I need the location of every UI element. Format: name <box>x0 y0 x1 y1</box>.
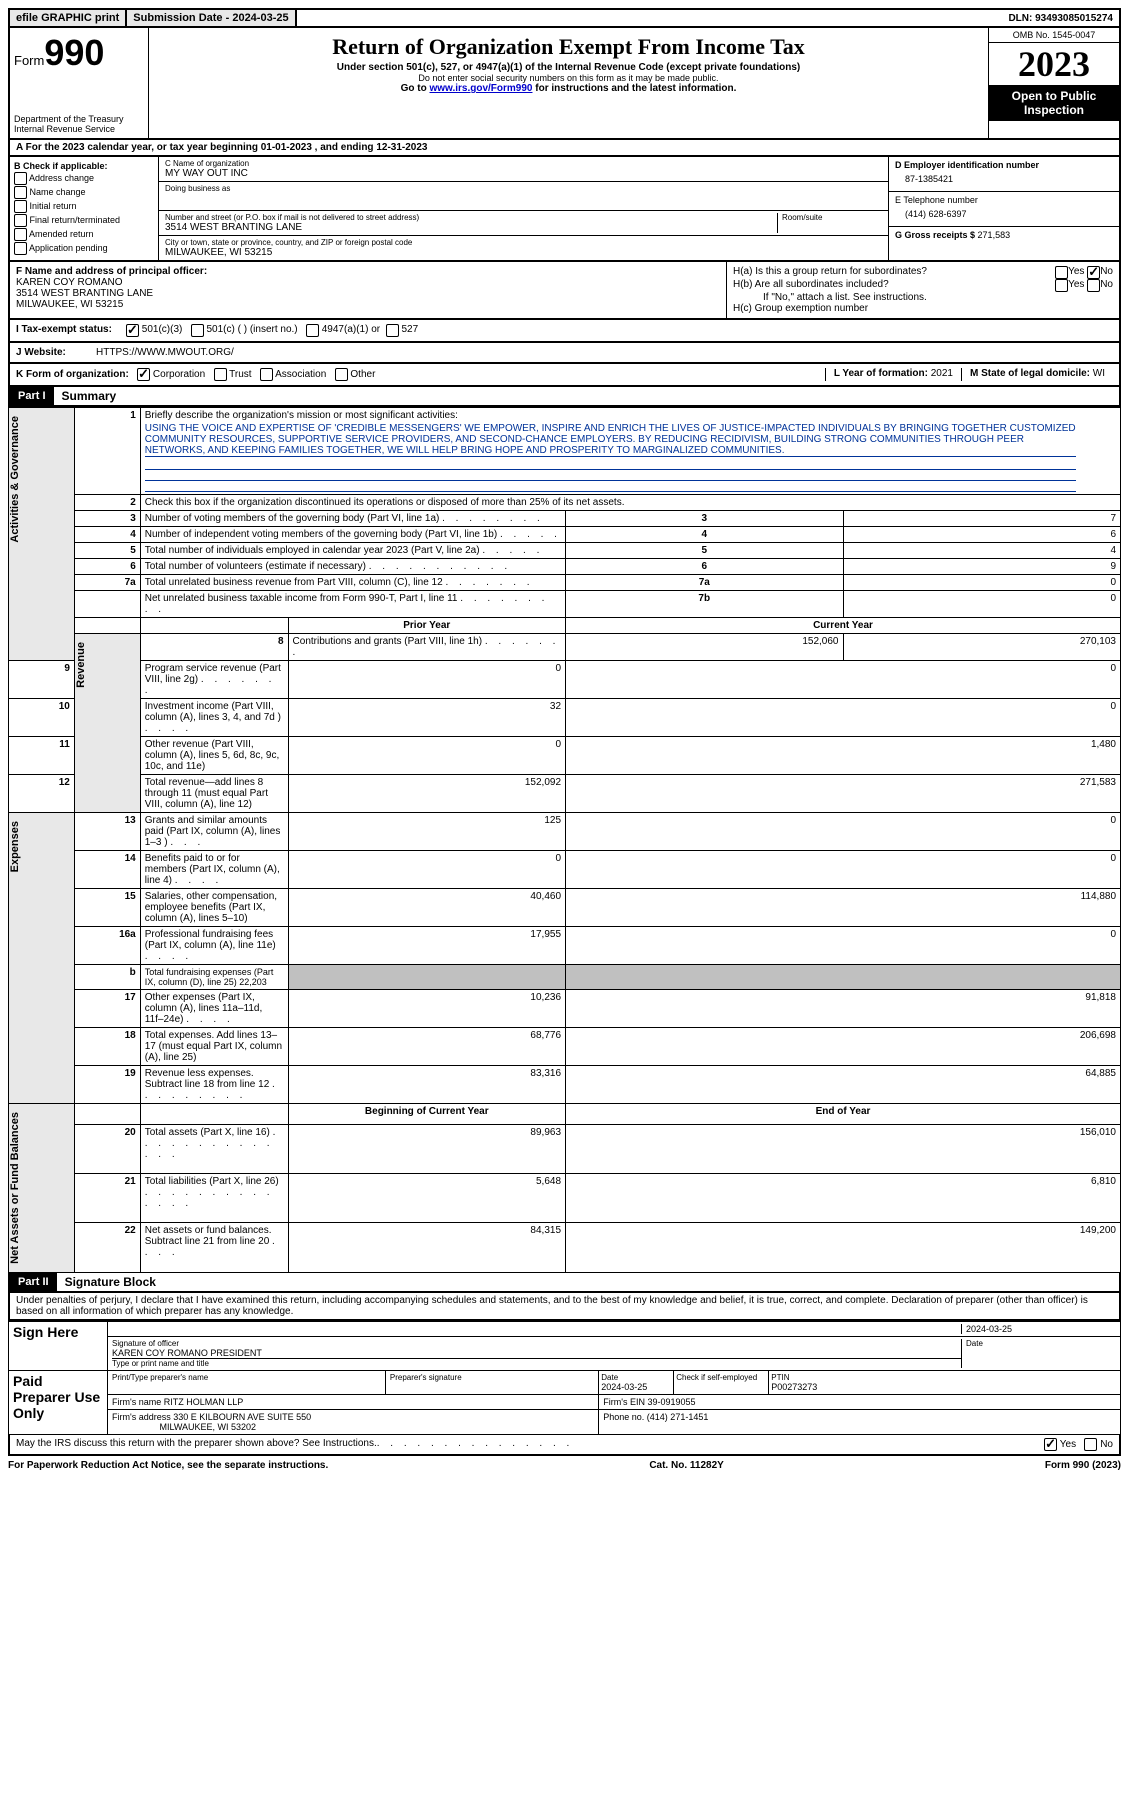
subtitle-2: Do not enter social security numbers on … <box>153 73 984 83</box>
line6-value: 9 <box>843 559 1121 575</box>
officer-signature: KAREN COY ROMANO PRESIDENT <box>112 1348 961 1358</box>
website-url: HTTPS://WWW.MWOUT.ORG/ <box>96 347 234 358</box>
check-527[interactable] <box>386 324 399 337</box>
firm-address: 330 E KILBOURN AVE SUITE 550 <box>173 1412 311 1422</box>
open-to-public: Open to Public Inspection <box>989 85 1119 121</box>
subtitle-1: Under section 501(c), 527, or 4947(a)(1)… <box>153 62 984 73</box>
discuss-yes[interactable] <box>1044 1438 1057 1451</box>
ptin-value: P00273273 <box>771 1382 1118 1392</box>
officer-city: MILWAUKEE, WI 53215 <box>16 299 720 310</box>
vtab-netassets: Net Assets or Fund Balances <box>9 1104 29 1272</box>
form-title: Return of Organization Exempt From Incom… <box>153 34 984 60</box>
org-street: 3514 WEST BRANTING LANE <box>165 222 777 233</box>
submission-date: Submission Date - 2024-03-25 <box>127 10 296 26</box>
row-f-h: F Name and address of principal officer:… <box>8 262 1121 320</box>
check-address-change[interactable] <box>14 172 27 185</box>
efile-button[interactable]: efile GRAPHIC print <box>10 10 127 26</box>
dln: DLN: 93493085015274 <box>1002 11 1119 26</box>
check-other[interactable] <box>335 368 348 381</box>
check-initial-return[interactable] <box>14 200 27 213</box>
irs-link[interactable]: www.irs.gov/Form990 <box>429 83 532 94</box>
vtab-activities: Activities & Governance <box>9 408 29 551</box>
sign-here-label: Sign Here <box>9 1321 108 1370</box>
line8-prior: 152,060 <box>566 634 843 661</box>
declaration: Under penalties of perjury, I declare th… <box>8 1293 1121 1321</box>
officer-street: 3514 WEST BRANTING LANE <box>16 288 720 299</box>
ha-no[interactable] <box>1087 266 1100 279</box>
col-c-org-info: C Name of organization MY WAY OUT INC Do… <box>159 157 889 260</box>
check-pending[interactable] <box>14 242 27 255</box>
part-1-header: Part I Summary <box>8 387 1121 407</box>
phone-value: (414) 628-6397 <box>895 205 1113 223</box>
firm-name: RITZ HOLMAN LLP <box>164 1397 244 1407</box>
form-number: Form990 <box>14 32 144 74</box>
omb-number: OMB No. 1545-0047 <box>989 28 1119 43</box>
col-d-ein: D Employer identification number 87-1385… <box>889 157 1119 260</box>
col-b-checkboxes: B Check if applicable: Address change Na… <box>10 157 159 260</box>
line4-value: 6 <box>843 527 1121 543</box>
website-row: J Website: HTTPS://WWW.MWOUT.ORG/ <box>8 343 1121 364</box>
ha-yes[interactable] <box>1055 266 1068 279</box>
check-trust[interactable] <box>214 368 227 381</box>
discuss-no[interactable] <box>1084 1438 1097 1451</box>
calendar-year-row: A For the 2023 calendar year, or tax yea… <box>8 140 1121 157</box>
org-name: MY WAY OUT INC <box>165 168 882 179</box>
gross-receipts: 271,583 <box>978 230 1011 240</box>
form-of-org-row: K Form of organization: Corporation Trus… <box>8 364 1121 387</box>
tax-exempt-row: I Tax-exempt status: 501(c)(3) 501(c) ( … <box>8 320 1121 343</box>
hb-yes[interactable] <box>1055 279 1068 292</box>
check-501c[interactable] <box>191 324 204 337</box>
discuss-row: May the IRS discuss this return with the… <box>8 1435 1121 1456</box>
check-amended[interactable] <box>14 228 27 241</box>
check-name-change[interactable] <box>14 186 27 199</box>
line7a-value: 0 <box>843 575 1121 591</box>
check-4947[interactable] <box>306 324 319 337</box>
top-bar: efile GRAPHIC print Submission Date - 20… <box>8 8 1121 28</box>
vtab-expenses: Expenses <box>9 813 29 880</box>
firm-ein: 39-0919055 <box>647 1397 695 1407</box>
part-2-header: Part II Signature Block <box>8 1273 1121 1293</box>
firm-phone: (414) 271-1451 <box>647 1412 709 1422</box>
check-final-return[interactable] <box>14 214 27 227</box>
hb-no[interactable] <box>1087 279 1100 292</box>
department: Department of the Treasury Internal Reve… <box>14 114 144 134</box>
subtitle-3: Go to www.irs.gov/Form990 for instructio… <box>153 83 984 94</box>
vtab-revenue: Revenue <box>75 634 95 696</box>
mission-statement: USING THE VOICE AND EXPERTISE OF 'CREDIB… <box>145 423 1076 457</box>
paid-preparer-label: Paid Preparer Use Only <box>9 1370 108 1434</box>
signature-table: Sign Here 2024-03-25 Signature of office… <box>8 1321 1121 1435</box>
line8-current: 270,103 <box>843 634 1121 661</box>
footer-row: For Paperwork Reduction Act Notice, see … <box>8 1456 1121 1475</box>
tax-year: 2023 <box>989 43 1119 85</box>
summary-table: Activities & Governance 1 Briefly descri… <box>8 407 1121 1273</box>
section-bcd: B Check if applicable: Address change Na… <box>8 157 1121 262</box>
check-501c3[interactable] <box>126 324 139 337</box>
check-corp[interactable] <box>137 368 150 381</box>
officer-name: KAREN COY ROMANO <box>16 277 720 288</box>
line7b-value: 0 <box>843 591 1121 618</box>
form-header: Form990 Department of the Treasury Inter… <box>8 28 1121 140</box>
ein-value: 87-1385421 <box>895 170 1113 188</box>
line5-value: 4 <box>843 543 1121 559</box>
year-formation: 2021 <box>931 368 953 379</box>
org-city: MILWAUKEE, WI 53215 <box>165 247 882 258</box>
check-assoc[interactable] <box>260 368 273 381</box>
line3-value: 7 <box>843 511 1121 527</box>
state-domicile: WI <box>1093 368 1105 379</box>
